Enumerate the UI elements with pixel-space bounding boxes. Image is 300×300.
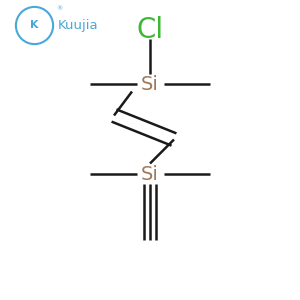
Text: Cl: Cl [136,16,164,44]
Text: K: K [30,20,39,31]
Text: Si: Si [141,164,159,184]
Text: Kuujia: Kuujia [58,19,98,32]
Text: ®: ® [56,6,62,11]
Text: Si: Si [141,74,159,94]
